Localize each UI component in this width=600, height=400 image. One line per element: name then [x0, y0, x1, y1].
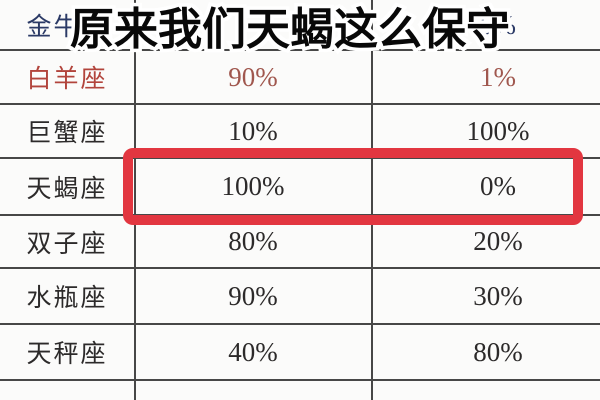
table-row-aries: 白羊座 90% 1% — [0, 50, 600, 104]
table-row-libra: 天秤座 40% 80% — [0, 324, 600, 380]
zodiac-label: 巨蟹座 — [26, 120, 108, 147]
percent-value-right: 100% — [466, 115, 530, 146]
percent-value-right: 20% — [473, 226, 523, 256]
zodiac-label: 双子座 — [26, 230, 108, 258]
percent-value-mid: 90% — [228, 61, 278, 92]
zodiac-label: 白羊座 — [26, 66, 108, 93]
percent-value-mid: 10% — [228, 115, 278, 146]
meme-caption: 原来我们天蝎这么保守 — [67, 1, 514, 59]
grid-line-horizontal-5 — [0, 267, 600, 269]
zodiac-label: 天秤座 — [26, 341, 108, 368]
table-row-aquarius: 水瓶座 90% 30% — [0, 268, 600, 324]
table-row-scorpio: 天蝎座 100% 0% — [0, 158, 600, 215]
grid-line-vertical-2 — [371, 0, 373, 400]
percent-value-right: 1% — [480, 61, 516, 92]
grid-line-horizontal-6 — [0, 323, 600, 325]
grid-line-horizontal-7 — [0, 379, 600, 381]
percent-value-mid: 80% — [228, 226, 278, 256]
table-row-taurus: 金牛座 0% — [0, 0, 600, 50]
grid-line-horizontal-2 — [0, 103, 600, 105]
zodiac-label: 水瓶座 — [26, 285, 108, 312]
percent-value-right: 30% — [473, 280, 523, 311]
grid-line-vertical-1 — [134, 0, 136, 400]
percent-value-right: 0% — [480, 9, 516, 40]
zodiac-label: 金牛座 — [26, 14, 108, 41]
table-row-gemini: 双子座 80% 20% — [0, 215, 600, 268]
grid-line-horizontal-3 — [0, 157, 600, 159]
percent-value-mid: 100% — [221, 171, 285, 201]
percent-value-mid: 90% — [228, 280, 278, 311]
percent-value-mid: 40% — [228, 336, 278, 367]
table-row-cancer: 巨蟹座 10% 100% — [0, 104, 600, 158]
zodiac-label: 天蝎座 — [26, 175, 108, 203]
percent-value-right: 80% — [473, 336, 523, 367]
percent-value-right: 0% — [480, 171, 516, 201]
grid-line-horizontal-1 — [0, 49, 600, 51]
highlight-box — [123, 148, 583, 225]
